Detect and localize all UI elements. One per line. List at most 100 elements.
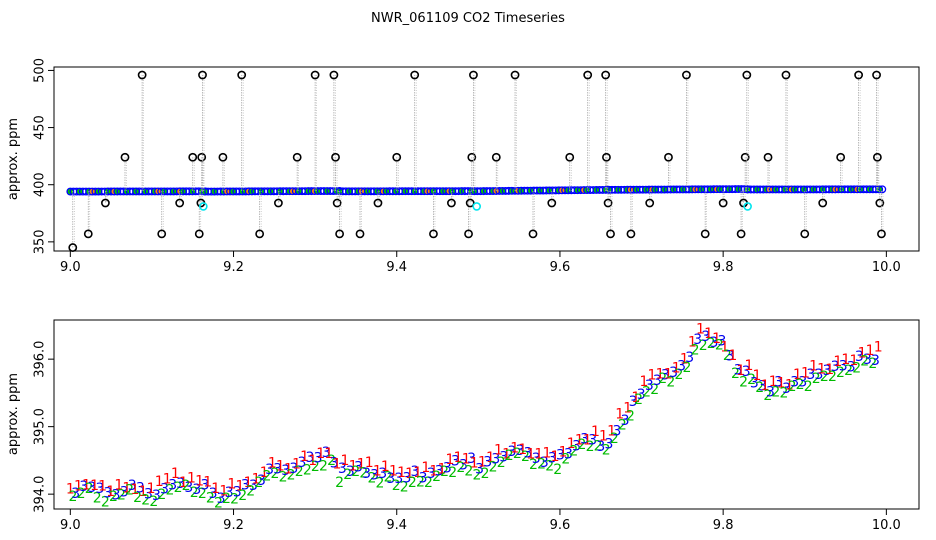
marker-2: 2: [472, 468, 481, 484]
marker-1: 1: [615, 406, 624, 422]
marker-3: 3: [637, 387, 646, 403]
marker-3: 3: [855, 349, 864, 365]
marker-1: 1: [114, 478, 123, 494]
marker-2: 2: [771, 385, 780, 401]
marker-2: 2: [691, 343, 700, 359]
marker-2: 2: [319, 458, 328, 474]
marker-1: 1: [227, 476, 236, 492]
marker-1: 1: [656, 367, 665, 383]
outlier-point: [255, 229, 265, 239]
outlier-point: [188, 152, 198, 162]
marker-1: 1: [841, 352, 850, 368]
marker-2: 2: [626, 408, 635, 424]
marker-2: 2: [642, 384, 651, 400]
marker-1: 1: [534, 446, 543, 462]
marker-3: 3: [831, 359, 840, 375]
marker-3: 3: [507, 444, 516, 460]
outlier-point: [872, 70, 881, 80]
marker-2: 2: [586, 439, 595, 455]
marker-2: 2: [537, 456, 546, 472]
marker-3: 3: [306, 450, 315, 466]
outlier-point: [740, 152, 750, 162]
marker-2: 2: [561, 452, 570, 468]
marker-1: 1: [801, 366, 810, 382]
marker-3: 3: [718, 333, 727, 349]
marker-2: 2: [303, 463, 312, 479]
marker-3: 3: [411, 464, 420, 480]
marker-1: 1: [688, 334, 697, 350]
marker-3: 3: [588, 433, 597, 449]
marker-3: 3: [556, 448, 565, 464]
outlier-point: [447, 198, 456, 208]
marker-3: 3: [338, 461, 347, 477]
marker-3: 3: [354, 460, 363, 476]
outlier-point: [310, 70, 320, 80]
outlier-point: [872, 152, 882, 162]
marker-3: 3: [580, 431, 589, 447]
marker-1: 1: [454, 450, 463, 466]
outlier-point: [601, 70, 611, 80]
marker-2: 2: [432, 469, 441, 485]
outlier-point: [410, 70, 420, 80]
marker-3: 3: [209, 486, 218, 502]
marker-1: 1: [833, 354, 842, 370]
bottom-y-axis-label: approx. ppm: [6, 373, 21, 455]
marker-2: 2: [602, 443, 611, 459]
marker-1: 1: [817, 361, 826, 377]
marker-3: 3: [709, 335, 718, 351]
marker-3: 3: [419, 471, 428, 487]
marker-2: 2: [327, 453, 336, 469]
marker-2: 2: [77, 486, 86, 502]
outlier-point: [603, 198, 613, 208]
bottom-y-tick-label: 394.0: [33, 476, 48, 513]
marker-1: 1: [211, 481, 220, 497]
marker-1: 1: [793, 367, 802, 383]
marker-3: 3: [734, 363, 743, 379]
marker-3: 3: [152, 488, 161, 504]
marker-3: 3: [750, 376, 759, 392]
marker-1: 1: [478, 455, 487, 471]
outlier-point: [101, 198, 110, 208]
outlier-point: [565, 152, 575, 162]
marker-2: 2: [788, 379, 797, 395]
outlier-point: [464, 229, 473, 239]
marker-2: 2: [400, 479, 409, 495]
marker-2: 2: [779, 386, 788, 402]
marker-1: 1: [518, 442, 527, 458]
top-panel: 9.0 9.2 9.4 9.6 9.8 10.0 350 400 450 500 approx. …: [6, 58, 920, 275]
marker-3: 3: [451, 453, 460, 469]
marker-1: 1: [66, 482, 75, 498]
marker-2: 2: [796, 377, 805, 393]
outlier-point: [335, 229, 345, 239]
marker-1: 1: [381, 459, 390, 475]
marker-1: 1: [728, 348, 737, 364]
marker-2: 2: [868, 356, 877, 372]
marker-3: 3: [677, 358, 686, 374]
top-x-tick-label: 9.6: [550, 260, 571, 275]
marker-1: 1: [672, 361, 681, 377]
marker-1: 1: [341, 453, 350, 469]
outlier-point: [120, 152, 130, 162]
marker-3: 3: [322, 445, 331, 461]
bottom-x-tick-label: 9.4: [386, 518, 407, 533]
outlier-point: [175, 198, 185, 208]
marker-3: 3: [394, 471, 403, 487]
marker-2: 2: [295, 464, 304, 480]
marker-3: 3: [192, 482, 201, 498]
marker-2: 2: [448, 465, 457, 481]
marker-2: 2: [271, 466, 280, 482]
marker-1: 1: [139, 484, 148, 500]
marker-2: 2: [860, 353, 869, 369]
marker-3: 3: [814, 367, 823, 383]
outlier-point: [877, 229, 886, 239]
marker-1: 1: [704, 326, 713, 342]
marker-1: 1: [753, 368, 762, 384]
marker-1: 1: [543, 446, 552, 462]
top-y-tick-label: 350: [33, 229, 48, 254]
marker-2: 2: [392, 478, 401, 494]
marker-1: 1: [332, 457, 341, 473]
marker-3: 3: [443, 460, 452, 476]
top-x-tick-label: 9.0: [60, 260, 81, 275]
marker-1: 1: [866, 343, 875, 359]
outlier-point: [465, 198, 475, 208]
